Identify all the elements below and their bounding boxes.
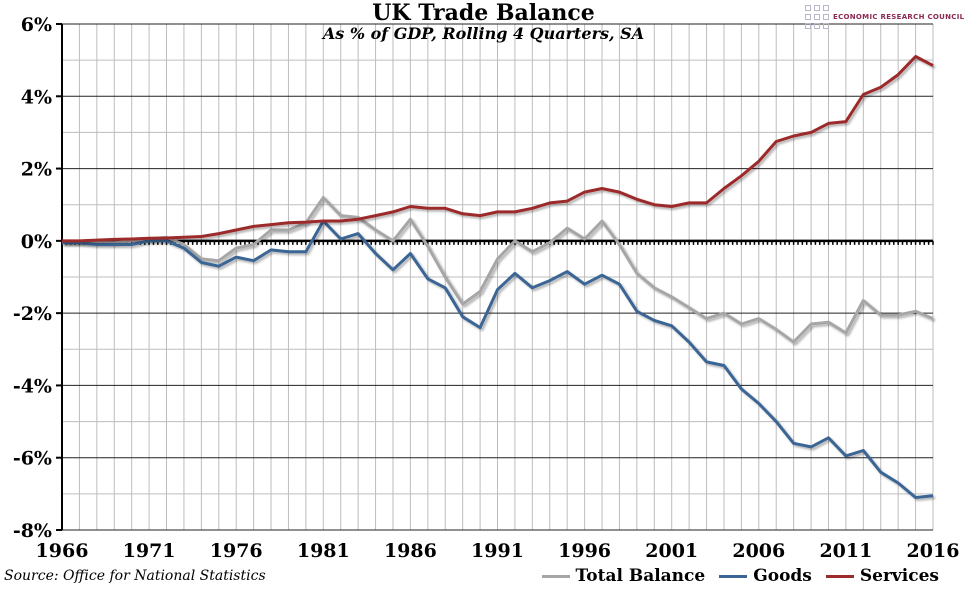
- y-tick-label: 2%: [21, 159, 52, 181]
- x-tick-label: 1976: [210, 540, 263, 562]
- legend: Total Balance Goods Services: [541, 566, 939, 586]
- chart-title: UK Trade Balance: [372, 0, 595, 26]
- x-tick-label: 1981: [297, 540, 350, 562]
- y-tick-label: -6%: [13, 448, 52, 470]
- legend-label: Goods: [753, 566, 812, 586]
- y-tick-label: 6%: [21, 14, 52, 36]
- legend-item-total: Total Balance: [541, 566, 706, 586]
- y-tick-label: 4%: [21, 86, 52, 108]
- legend-item-services: Services: [825, 566, 939, 586]
- legend-swatch: [825, 574, 854, 578]
- x-tick-label: 2016: [907, 540, 960, 562]
- logo-squares-icon: [805, 5, 829, 29]
- x-tick-label: 1966: [36, 540, 89, 562]
- y-tick-label: -4%: [13, 375, 52, 397]
- series-line-total-balance: [62, 196, 934, 344]
- legend-item-goods: Goods: [719, 566, 812, 586]
- legend-swatch: [719, 574, 748, 578]
- logo-text: ECONOMIC RESEARCH COUNCIL: [833, 13, 965, 21]
- legend-swatch: [541, 574, 570, 578]
- x-tick-label: 2001: [645, 540, 698, 562]
- x-tick-label: 1971: [123, 540, 176, 562]
- source-note: Source: Office for National Statistics: [4, 568, 266, 584]
- x-tick-label: 1986: [384, 540, 437, 562]
- chart-subtitle: As % of GDP, Rolling 4 Quarters, SA: [322, 24, 645, 43]
- x-tick-label: 2006: [732, 540, 785, 562]
- y-tick-label: -8%: [13, 520, 52, 542]
- series-line-services: [62, 55, 934, 243]
- legend-label: Services: [859, 566, 939, 586]
- erc-logo: ECONOMIC RESEARCH COUNCIL: [805, 5, 964, 29]
- legend-label: Total Balance: [575, 566, 706, 586]
- series-line-goods: [62, 219, 934, 499]
- y-tick-label: 0%: [21, 231, 52, 253]
- x-tick-label: 1991: [471, 540, 524, 562]
- x-tick-label: 1996: [558, 540, 611, 562]
- y-tick-label: -2%: [13, 303, 52, 325]
- x-tick-label: 2011: [819, 540, 872, 562]
